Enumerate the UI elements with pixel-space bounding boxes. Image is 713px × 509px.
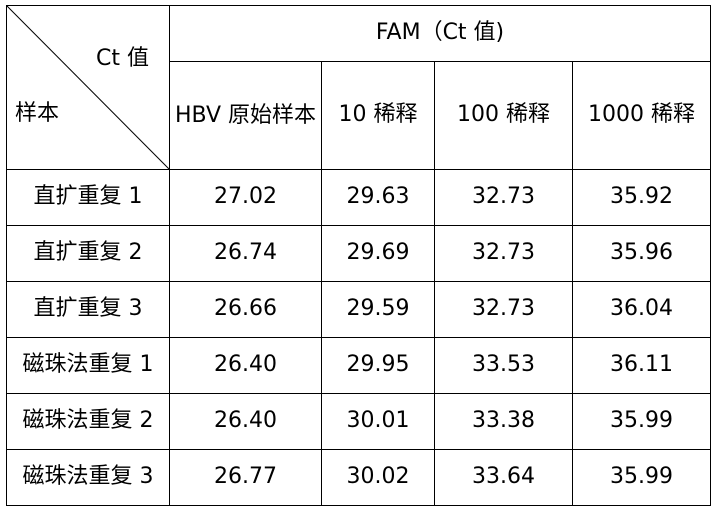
corner-ct-label: Ct 值 (96, 46, 149, 71)
cell-value: 33.64 (434, 449, 573, 506)
cell-value: 36.11 (571, 337, 712, 394)
corner-header-cell: Ct 值 样本 (6, 5, 170, 170)
table-row: 直扩重复 3 26.66 29.59 32.73 36.04 (6, 281, 712, 338)
col-header-dilution-1000: 1000 稀释 (571, 61, 712, 170)
cell-value: 29.63 (321, 169, 435, 226)
row-label: 磁珠法重复 2 (6, 393, 170, 450)
cell-value: 35.99 (571, 393, 712, 450)
cell-value: 26.40 (169, 337, 322, 394)
cell-value: 33.53 (434, 337, 573, 394)
fam-group-header: FAM（Ct 值) (168, 5, 712, 62)
col-header-hbv-original: HBV 原始样本 (169, 61, 322, 170)
cell-value: 32.73 (434, 225, 573, 282)
cell-value: 32.73 (434, 169, 573, 226)
col-header-dilution-10: 10 稀释 (321, 61, 435, 170)
cell-value: 30.02 (321, 449, 435, 506)
cell-value: 26.77 (169, 449, 322, 506)
table-row: 磁珠法重复 2 26.40 30.01 33.38 35.99 (6, 393, 712, 450)
row-label: 磁珠法重复 1 (6, 337, 170, 394)
cell-value: 32.73 (434, 281, 573, 338)
table-row: 直扩重复 1 27.02 29.63 32.73 35.92 (6, 169, 712, 226)
cell-value: 26.40 (169, 393, 322, 450)
corner-sample-label: 样本 (15, 101, 60, 126)
table-row: 磁珠法重复 1 26.40 29.95 33.53 36.11 (6, 337, 712, 394)
col-header-dilution-100: 100 稀释 (434, 61, 573, 170)
cell-value: 27.02 (169, 169, 322, 226)
row-label: 直扩重复 2 (6, 225, 170, 282)
cell-value: 29.95 (321, 337, 435, 394)
cell-value: 29.59 (321, 281, 435, 338)
diagonal-divider (7, 6, 169, 169)
row-label: 直扩重复 1 (6, 169, 170, 226)
cell-value: 36.04 (571, 281, 712, 338)
ct-value-table: Ct 值 样本 FAM（Ct 值) HBV 原始样本 10 稀释 100 稀释 … (6, 5, 712, 506)
row-label: 磁珠法重复 3 (6, 449, 170, 506)
table-row: 磁珠法重复 3 26.77 30.02 33.64 35.99 (6, 449, 712, 506)
cell-value: 26.66 (169, 281, 322, 338)
cell-value: 33.38 (434, 393, 573, 450)
cell-value: 26.74 (169, 225, 322, 282)
cell-value: 29.69 (321, 225, 435, 282)
table-row: 直扩重复 2 26.74 29.69 32.73 35.96 (6, 225, 712, 282)
cell-value: 35.99 (571, 449, 712, 506)
header-row-group: Ct 值 样本 FAM（Ct 值) (6, 5, 712, 170)
row-label: 直扩重复 3 (6, 281, 170, 338)
cell-value: 35.92 (571, 169, 712, 226)
cell-value: 35.96 (571, 225, 712, 282)
cell-value: 30.01 (321, 393, 435, 450)
